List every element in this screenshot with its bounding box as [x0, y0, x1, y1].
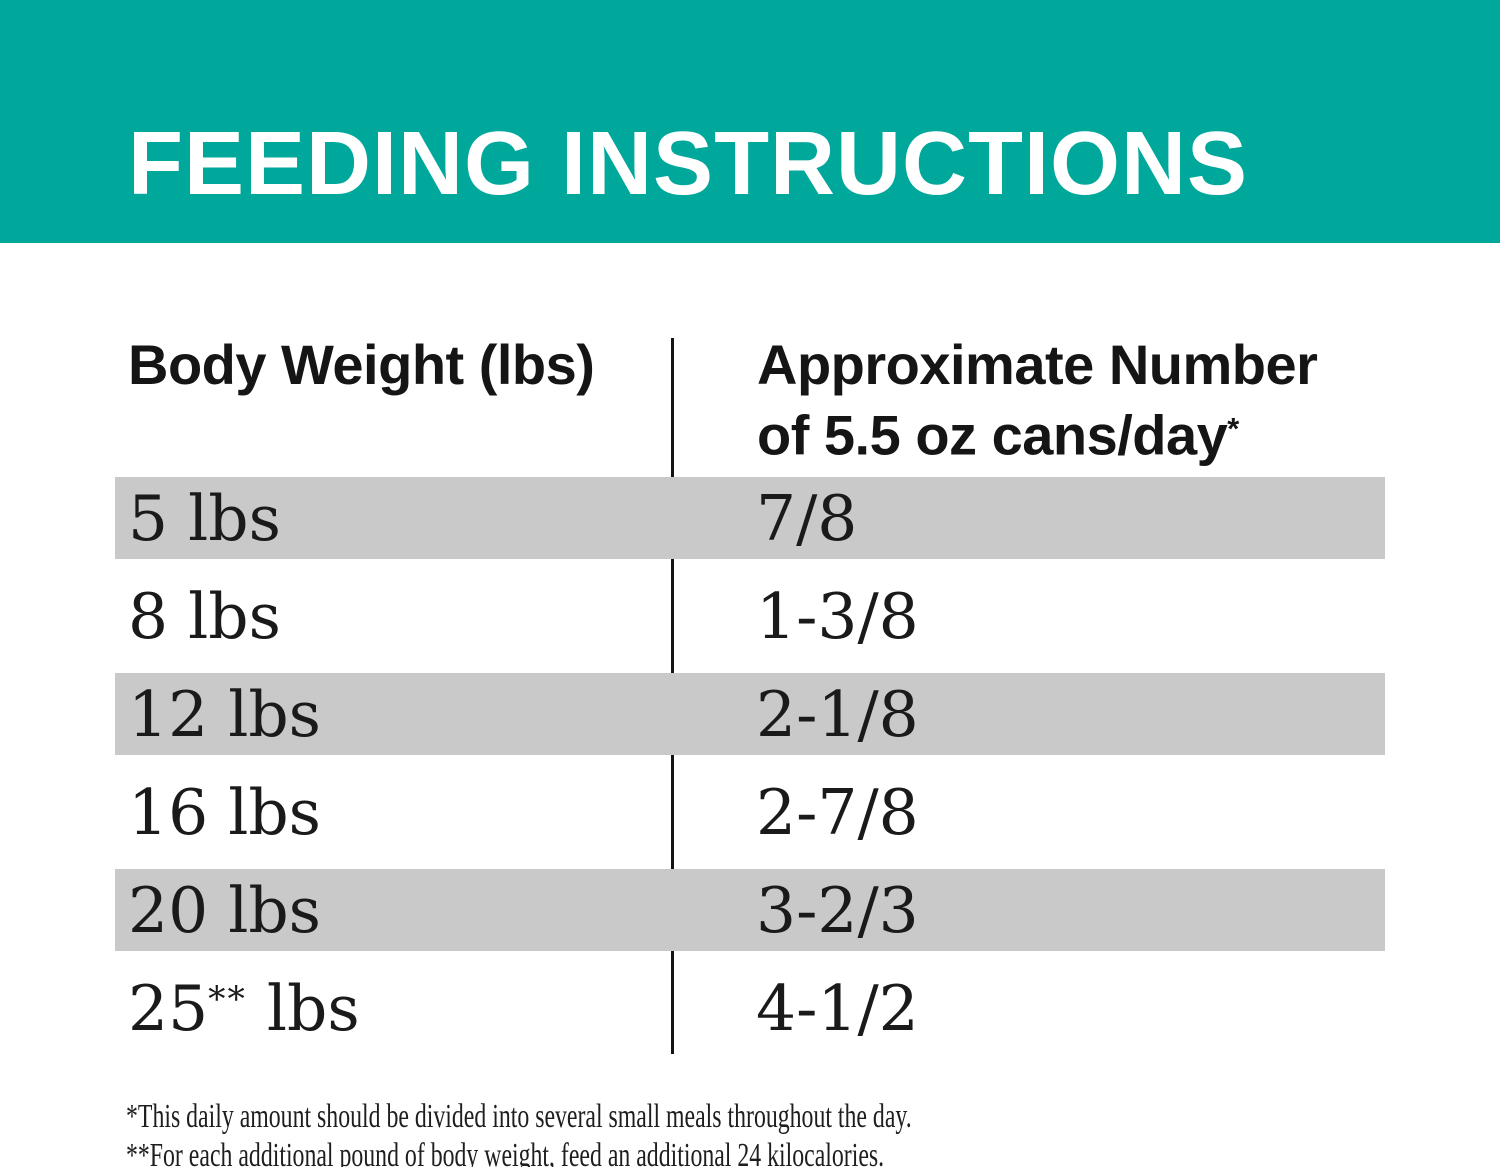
footnote-line: **For each additional pound of body weig… — [126, 1137, 885, 1167]
column-header-body-weight: Body Weight (lbs) — [128, 333, 595, 396]
table-row: 5 lbs 7/8 — [115, 477, 1385, 559]
table-row: 20 lbs 3-2/3 — [115, 869, 1385, 951]
column-header-cans-line1: Approximate Number — [757, 333, 1318, 396]
cans-per-day-cell: 2-1/8 — [756, 677, 919, 751]
cans-per-day-cell: 2-7/8 — [756, 775, 919, 849]
title-banner: FEEDING INSTRUCTIONS — [0, 0, 1500, 243]
footnote-line: *This daily amount should be divided int… — [126, 1098, 912, 1135]
footnotes: *This daily amount should be divided int… — [126, 1097, 912, 1167]
cans-per-day-cell: 7/8 — [756, 481, 858, 555]
footnote-marker-asterisk: * — [1227, 411, 1239, 446]
cans-per-day-cell: 1-3/8 — [756, 579, 919, 653]
column-header-cans-line2: of 5.5 oz cans/day — [757, 403, 1228, 467]
body-weight-cell: 20 lbs — [128, 873, 321, 947]
table-row: 8 lbs 1-3/8 — [115, 559, 1385, 673]
footnote-marker-double-asterisk: ** — [208, 979, 247, 1020]
body-weight-cell: 25** lbs — [128, 971, 360, 1045]
body-weight-cell: 16 lbs — [128, 775, 321, 849]
table-row: 25** lbs 4-1/2 — [115, 951, 1385, 1065]
cans-per-day-cell: 4-1/2 — [756, 971, 919, 1045]
page-title: FEEDING INSTRUCTIONS — [128, 114, 1249, 214]
body-weight-cell: 12 lbs — [128, 677, 321, 751]
body-weight-cell: 8 lbs — [128, 579, 281, 653]
body-weight-cell: 5 lbs — [128, 481, 281, 555]
column-header-cans-per-day: Approximate Number of 5.5 oz cans/day* — [757, 333, 1318, 467]
table-row: 16 lbs 2-7/8 — [115, 755, 1385, 869]
cans-per-day-cell: 3-2/3 — [756, 873, 919, 947]
table-rows: 5 lbs 7/8 8 lbs 1-3/8 12 lbs 2-1/8 16 lbs 2-7/8… — [115, 477, 1385, 1065]
table-row: 12 lbs 2-1/8 — [115, 673, 1385, 755]
